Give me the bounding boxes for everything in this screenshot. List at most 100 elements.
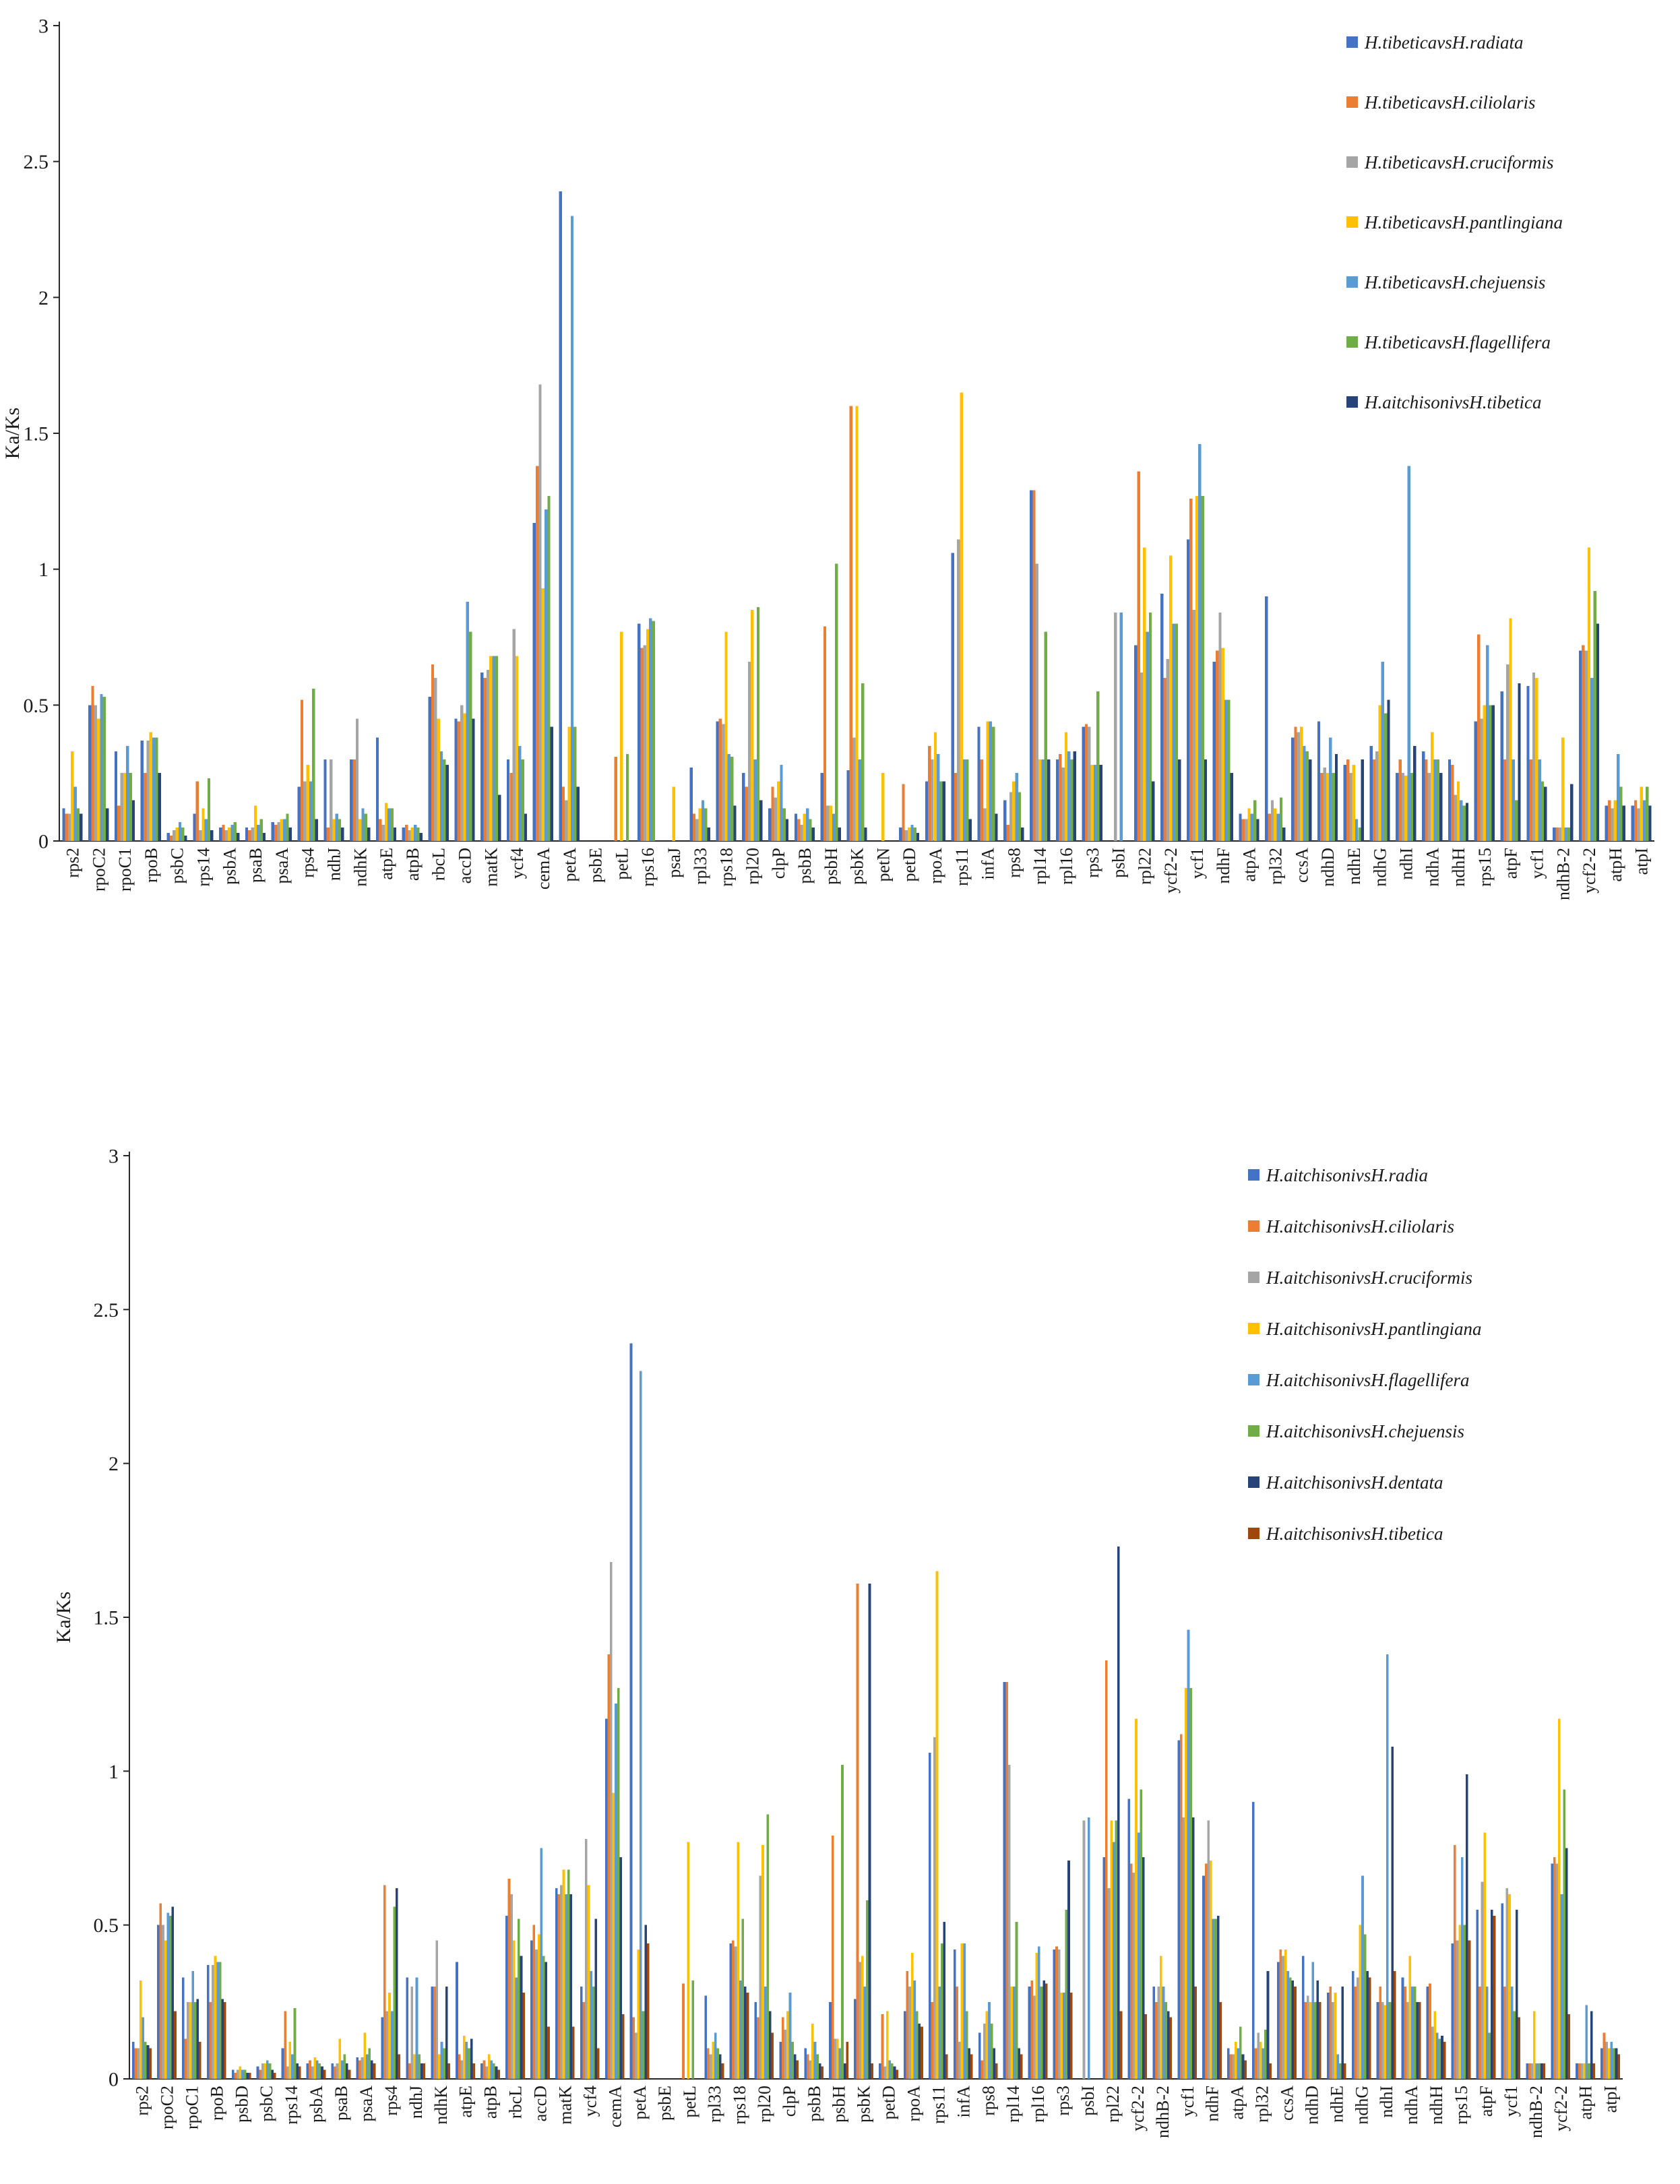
bar xyxy=(144,2042,147,2079)
bar xyxy=(460,2060,463,2079)
bar xyxy=(1187,1629,1190,2079)
bar xyxy=(916,2011,919,2079)
bar xyxy=(222,824,225,841)
bar xyxy=(843,2063,846,2079)
x-tick-label: clpP xyxy=(769,848,788,879)
bar xyxy=(1142,1857,1145,2079)
bar xyxy=(1247,808,1251,841)
bar xyxy=(1454,1844,1456,2079)
bar xyxy=(1346,759,1350,841)
bar xyxy=(1605,805,1608,841)
bar xyxy=(1588,2063,1590,2079)
x-tick-label: ndhG xyxy=(1371,848,1390,887)
bar xyxy=(201,808,205,841)
bar xyxy=(1082,1820,1086,2079)
bar xyxy=(701,800,705,841)
legend-label: H.aitchisonivsH.cruciformis xyxy=(1266,1268,1472,1288)
bar xyxy=(785,819,789,841)
x-tick-label: atpB xyxy=(403,848,423,881)
bar xyxy=(1431,2026,1434,2079)
bar xyxy=(1320,773,1324,841)
bar xyxy=(248,830,251,841)
bar xyxy=(390,808,394,841)
bar xyxy=(329,759,333,841)
bar xyxy=(1221,648,1224,841)
bar xyxy=(1316,1980,1319,2079)
bar xyxy=(921,2026,923,2079)
bar xyxy=(381,824,385,841)
bar xyxy=(983,2023,986,2079)
bar xyxy=(187,2001,189,2079)
bar xyxy=(256,2066,259,2079)
bar xyxy=(1436,759,1439,841)
bar xyxy=(216,1962,219,2079)
bar xyxy=(585,1838,588,2079)
x-tick-label: rps18 xyxy=(730,2086,749,2125)
bar xyxy=(977,726,981,841)
bar xyxy=(1134,645,1138,841)
bar xyxy=(1436,2032,1439,2079)
bar xyxy=(784,2029,787,2079)
bar xyxy=(868,1583,871,2079)
bar xyxy=(610,1561,613,2079)
bar xyxy=(387,808,391,841)
bar xyxy=(1593,590,1596,841)
bar xyxy=(1018,792,1022,841)
bar xyxy=(71,751,74,841)
bar xyxy=(970,2054,973,2079)
bar xyxy=(169,1915,172,2079)
x-tick-label: atpF xyxy=(1501,848,1521,879)
bar xyxy=(652,621,655,841)
bar xyxy=(1474,721,1477,841)
bar xyxy=(340,2060,344,2079)
bar xyxy=(356,2057,359,2079)
bar xyxy=(171,1906,175,2079)
bar xyxy=(1274,808,1277,841)
bar xyxy=(846,770,850,841)
x-tick-label: ycf2-2 xyxy=(1580,848,1599,894)
bar xyxy=(486,669,490,841)
x-tick-label: ndhH xyxy=(1427,2086,1446,2125)
bar xyxy=(1070,759,1074,841)
legend-label: H.tibeticavsH.flagellifera xyxy=(1364,332,1551,352)
bar xyxy=(134,2048,137,2079)
bar xyxy=(1132,1873,1135,2079)
x-tick-label: infA xyxy=(978,848,998,880)
bar xyxy=(1391,1746,1394,2079)
legend-swatch xyxy=(1248,1272,1259,1283)
bar xyxy=(300,699,304,841)
bar xyxy=(809,2060,812,2079)
bar xyxy=(393,827,397,841)
bar xyxy=(312,689,315,841)
bar xyxy=(565,1894,567,2079)
x-tick-label: psaJ xyxy=(664,848,684,878)
bar xyxy=(1257,2032,1259,2079)
bar xyxy=(1093,765,1097,841)
bar xyxy=(739,1980,742,2079)
bar xyxy=(1540,2063,1543,2079)
bar xyxy=(730,756,734,841)
bar xyxy=(938,1987,941,2079)
y-tick-label: 3 xyxy=(108,1146,119,1168)
bar xyxy=(375,737,379,841)
bar xyxy=(210,830,214,841)
bar xyxy=(1468,1940,1471,2079)
bar xyxy=(1590,678,1594,841)
legend-label: H.aitchisonivsH.pantlingiana xyxy=(1266,1319,1482,1339)
bar xyxy=(1361,1875,1364,2079)
bar xyxy=(854,1999,857,2079)
bar xyxy=(764,1987,767,2079)
bar xyxy=(221,1999,224,2079)
bar xyxy=(1369,1977,1371,2079)
bar xyxy=(796,2060,799,2079)
bar xyxy=(1431,732,1434,841)
bar xyxy=(1297,732,1300,841)
bar xyxy=(280,819,283,841)
x-tick-label: rpoA xyxy=(904,2086,924,2122)
bar xyxy=(383,1885,386,2079)
bar xyxy=(286,2066,289,2079)
bar xyxy=(1615,2048,1618,2079)
bar xyxy=(1308,759,1312,841)
bar xyxy=(535,1949,538,2079)
bar xyxy=(741,1918,745,2079)
